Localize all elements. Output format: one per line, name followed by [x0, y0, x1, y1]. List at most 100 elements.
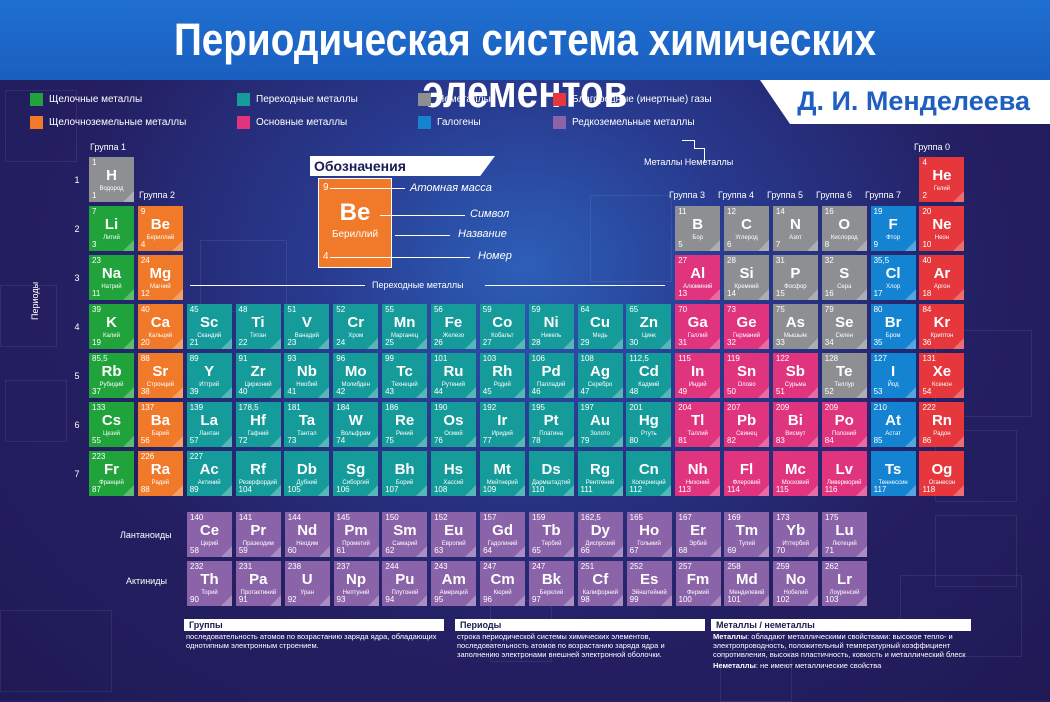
element-symbol: Fe	[444, 314, 463, 331]
element-symbol: Lu	[835, 522, 854, 539]
element-symbol: Db	[296, 461, 317, 478]
cell-corner-fold	[660, 338, 672, 349]
element-name: Прометий	[342, 541, 370, 547]
element-name: Технеций	[391, 382, 418, 388]
cell-corner-fold	[611, 387, 623, 398]
element-name: Никель	[541, 333, 562, 339]
element-ts: Ts Теннессин 117	[870, 451, 916, 496]
cell-corner-fold	[318, 436, 330, 447]
element-number: 2	[922, 191, 927, 200]
period-number: 4	[74, 322, 80, 332]
designation-label-number: Номер	[478, 250, 512, 262]
element-weight: 115	[678, 354, 691, 363]
element-number: 92	[287, 595, 297, 604]
element-weight: 201	[629, 403, 643, 412]
element-cl: 35,5 Cl Хлор 17	[870, 255, 916, 300]
element-name: Теллур	[834, 382, 855, 388]
element-symbol: Sm	[393, 522, 417, 539]
cell-corner-fold	[904, 240, 916, 251]
element-weight: 24	[140, 256, 150, 265]
element-weight: 27	[678, 256, 688, 265]
element-number: 109	[482, 485, 497, 494]
ghost-tile	[0, 285, 57, 347]
element-tl: 204 Tl Таллий 81	[675, 402, 721, 447]
element-weight: 195	[531, 403, 545, 412]
element-number: 34	[824, 338, 834, 347]
element-db: Db Дубний 105	[284, 451, 330, 496]
cell-corner-fold	[221, 595, 232, 606]
element-fe: 56 Fe Железо 26	[430, 304, 476, 349]
element-symbol: No	[785, 571, 806, 588]
cell-corner-fold	[416, 387, 428, 398]
page-subtitle: Д. И. Менделеева	[797, 86, 1030, 116]
element-hg: 201 Hg Ртуть 80	[626, 402, 672, 447]
element-symbol: Na	[101, 265, 122, 282]
legend-swatch	[418, 93, 431, 106]
element-re: 186 Re Рений 75	[382, 402, 428, 447]
element-number: 52	[824, 387, 834, 396]
element-number: 46	[531, 387, 541, 396]
cell-corner-fold	[904, 338, 916, 349]
element-ne: 20 Ne Неон 10	[919, 206, 965, 251]
designation-example-card: 9 Be Бериллий 4	[318, 178, 392, 268]
cell-corner-fold	[220, 436, 232, 447]
element-weight: 243	[434, 562, 448, 571]
element-b: 11 B Бор 5	[675, 206, 721, 251]
element-symbol: Nb	[296, 363, 317, 380]
element-symbol: Co	[492, 314, 513, 331]
element-gd: 157 Gd Гадолиний 64	[480, 512, 526, 557]
element-weight: 159	[531, 513, 546, 522]
cell-corner-fold	[611, 485, 623, 496]
cell-corner-fold	[660, 387, 672, 398]
cell-corner-fold	[611, 546, 623, 557]
element-symbol: Be	[150, 216, 170, 233]
element-symbol: O	[838, 216, 851, 233]
legend-item-alkali: Щелочные металлы	[30, 93, 142, 106]
element-name: Кюрий	[493, 590, 512, 596]
element-number: 36	[922, 338, 932, 347]
element-symbol: Ag	[590, 363, 610, 380]
element-os: 190 Os Осмий 76	[430, 402, 476, 447]
element-number: 88	[140, 485, 150, 494]
element-al: 27 Al Алюминий 13	[675, 255, 721, 300]
cell-corner-fold	[464, 436, 476, 447]
element-number: 13	[678, 289, 688, 298]
element-weight: 51	[287, 305, 297, 314]
element-symbol: Hs	[443, 461, 464, 478]
element-number: 37	[92, 387, 101, 396]
stair-line	[694, 148, 704, 149]
element-number: 20	[140, 338, 150, 347]
element-symbol: Mt	[493, 461, 512, 478]
cell-corner-fold	[269, 546, 281, 557]
cell-corner-fold	[416, 485, 428, 496]
element-name: Рубидий	[99, 382, 124, 388]
designation-weight: 9	[323, 182, 329, 193]
element-number: 94	[385, 595, 395, 604]
legend-item-halogen: Галогены	[418, 116, 481, 129]
cell-corner-fold	[953, 240, 965, 251]
element-ds: Ds Дармштадтий 110	[528, 451, 574, 496]
element-number: 38	[140, 387, 150, 396]
designation-heading: Обозначения	[314, 158, 406, 174]
element-weight: 133	[92, 403, 106, 412]
element-symbol: Gd	[492, 522, 514, 539]
legend-item-transition: Переходные металлы	[237, 93, 358, 106]
element-weight: 232	[190, 562, 204, 571]
pointer-line	[395, 235, 450, 236]
element-name: Бор	[692, 235, 703, 241]
group-label: Группа 3	[669, 190, 706, 200]
element-number: 31	[678, 338, 688, 347]
designation-number: 4	[323, 251, 329, 262]
element-weight: 244	[385, 562, 399, 571]
element-weight: 192	[482, 403, 497, 412]
cell-corner-fold	[709, 289, 721, 300]
groups-note-title: Группы	[184, 619, 444, 631]
element-weight: 237	[336, 562, 350, 571]
element-np: 237 Np Нептуний 93	[333, 561, 379, 606]
element-symbol: Th	[200, 571, 219, 588]
element-name: Самарий	[392, 541, 418, 547]
element-ba: 137 Ba Барий 56	[137, 402, 183, 447]
cell-corner-fold	[904, 436, 916, 447]
element-symbol: Dy	[590, 522, 610, 539]
element-symbol: Sg	[346, 461, 366, 478]
